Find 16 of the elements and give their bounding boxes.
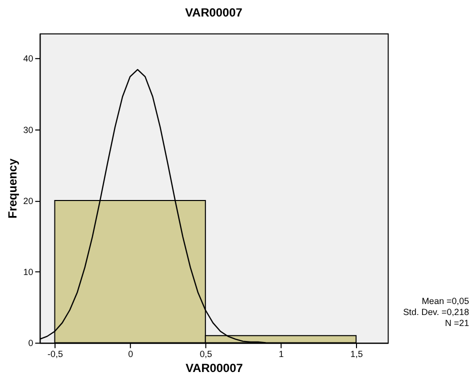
text: Mean =0,05 [422, 296, 470, 306]
y-tick-label: 20 [23, 196, 34, 206]
y-tick-label: 40 [23, 54, 34, 64]
x-tick-label: -0,5 [48, 349, 63, 360]
y-tick-label: 10 [23, 267, 34, 278]
x-axis-title: VAR00007 [186, 360, 244, 375]
x-tick-label: 0 [128, 349, 134, 360]
x-tick-label: 1 [278, 349, 284, 360]
x-tick-label: 0,5 [200, 349, 212, 360]
text: N =21 [445, 318, 470, 328]
y-tick-label: 30 [23, 124, 34, 135]
text: Std. Dev. =0,218 [403, 306, 470, 317]
y-tick-label: 0 [28, 338, 34, 348]
x-tick-label: 1,5 [350, 349, 363, 360]
y-axis-title: Frequency [5, 158, 20, 219]
chart-title: VAR00007 [185, 5, 243, 20]
